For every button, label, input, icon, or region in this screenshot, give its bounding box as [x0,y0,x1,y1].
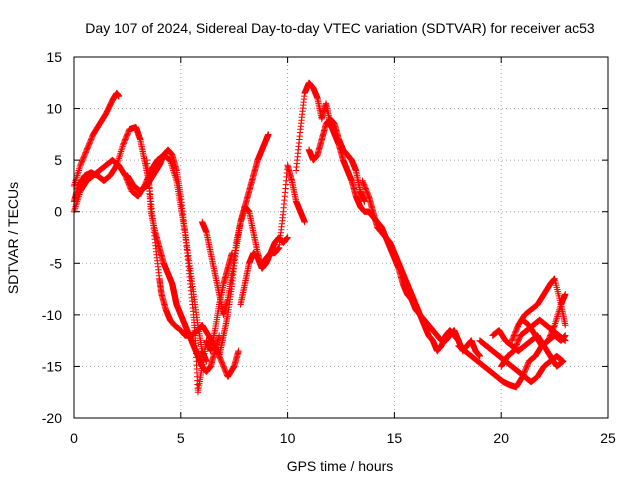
y-axis-label: SDTVAR / TECUs [5,182,21,294]
y-tick-label: -20 [42,410,62,426]
y-tick-label: -15 [42,358,62,374]
x-tick-label: 10 [280,430,296,446]
y-tick-label: 15 [46,49,62,65]
y-tick-label: 10 [46,101,62,117]
series-trace-5 [143,156,242,380]
plot-frame [73,56,609,419]
y-tick-label: 0 [54,204,62,220]
series-trace-8 [237,162,308,308]
series-trace-6 [199,131,272,319]
x-tick-label: 0 [70,430,78,446]
data-series [70,79,569,396]
series-trace-11 [359,177,462,355]
y-tick-label: 5 [54,152,62,168]
series-trace-9 [292,79,483,360]
y-tick-label: -5 [50,255,63,271]
series-trace-4 [124,146,236,396]
series-trace-17 [519,291,569,349]
axis-ticks: 0 5 10 15 20 25 -20 -15 -10 -5 0 5 10 15 [42,49,616,446]
y-tick-label: -10 [42,307,62,323]
series-trace-10 [305,115,368,205]
x-tick-label: 5 [177,430,185,446]
chart-title: Day 107 of 2024, Sidereal Day-to-day VTE… [85,20,595,36]
x-tick-label: 15 [387,430,403,446]
x-tick-label: 25 [600,430,616,446]
x-tick-label: 20 [493,430,509,446]
x-axis-label: GPS time / hours [287,458,394,474]
